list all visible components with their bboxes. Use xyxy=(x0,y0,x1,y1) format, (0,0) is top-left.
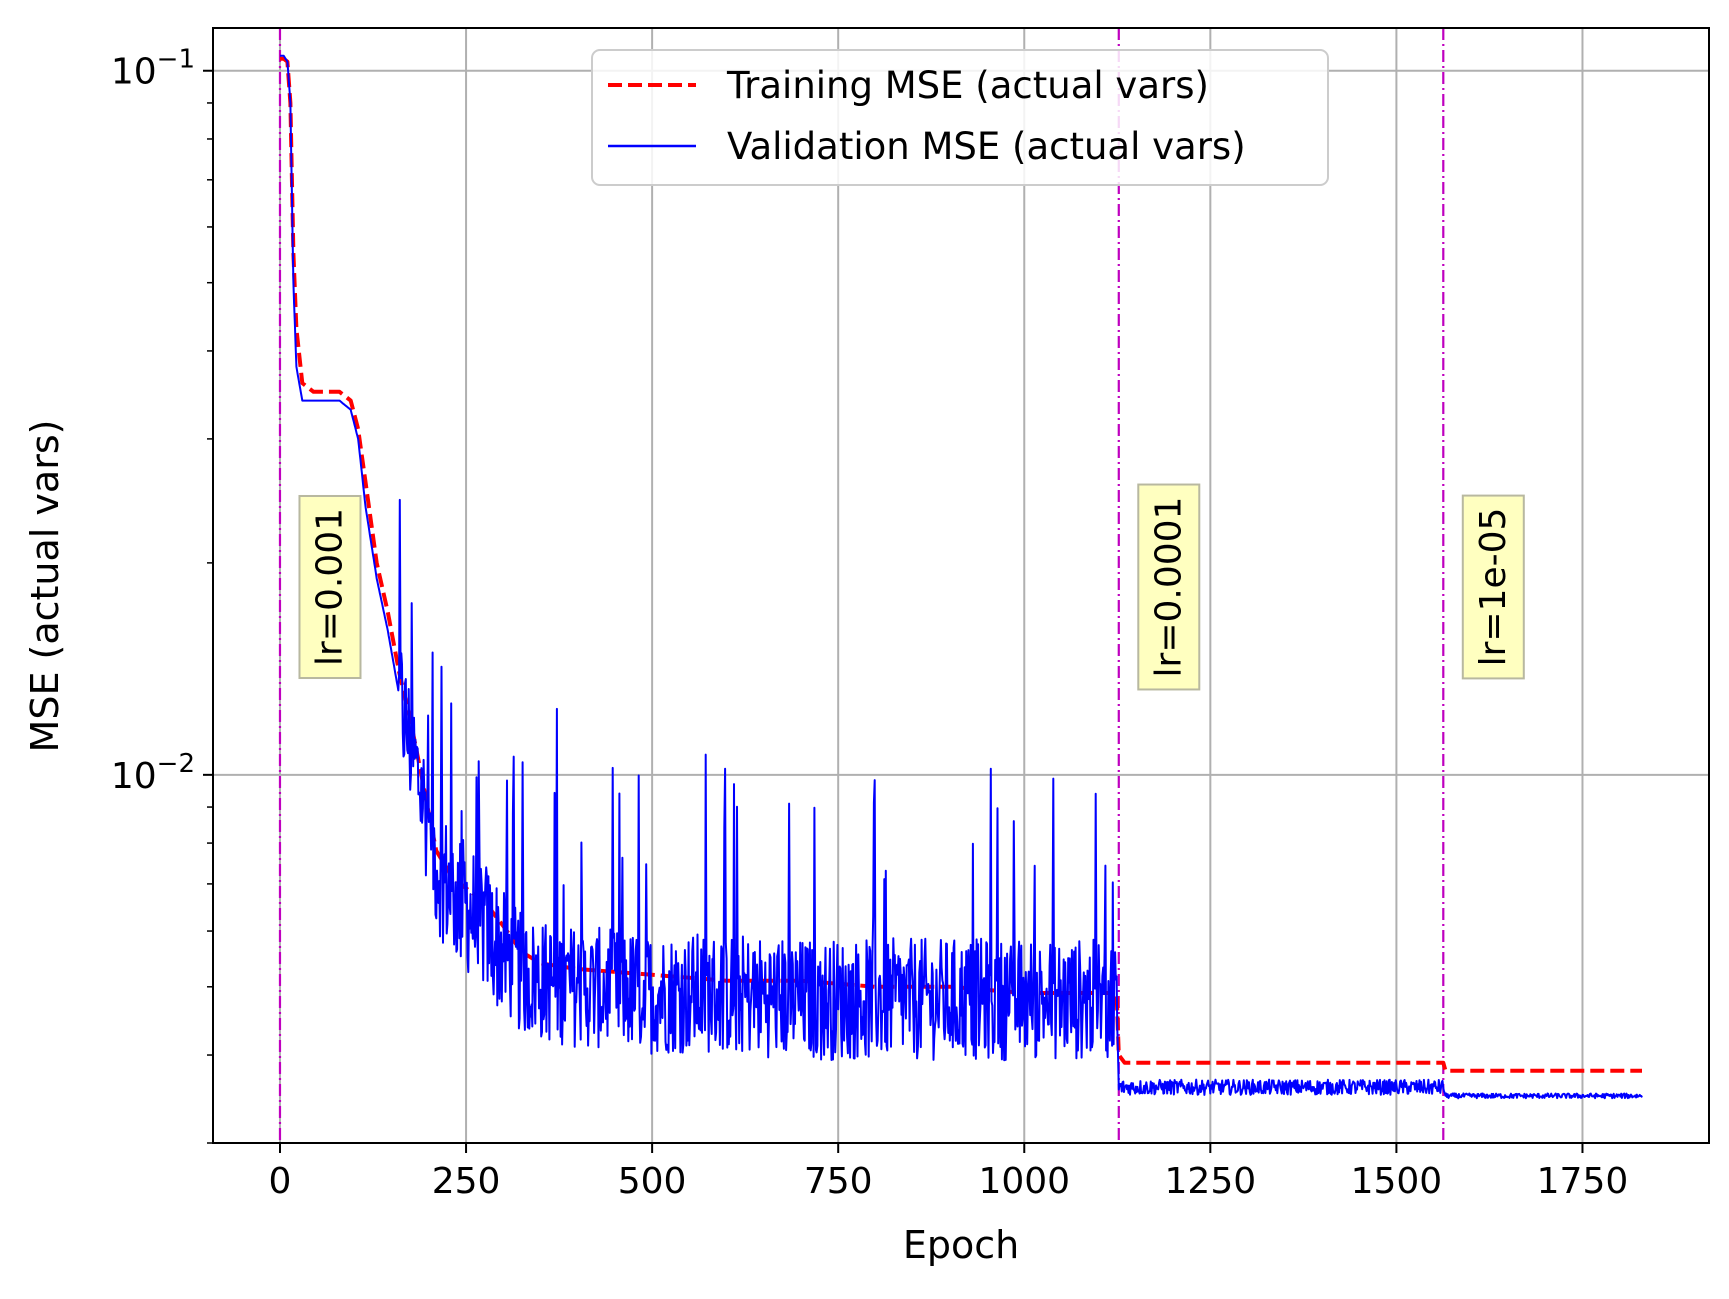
plot-frame xyxy=(212,27,1710,1144)
x-tick-label: 250 xyxy=(432,1161,501,1202)
lr-annotation-label: lr=1e-05 xyxy=(1473,508,1514,667)
lr-annotation-label: lr=0.0001 xyxy=(1148,497,1189,678)
x-tick-label: 500 xyxy=(618,1161,687,1202)
x-tick-label: 1000 xyxy=(978,1161,1070,1202)
x-axis-ticks: 0 250 500 750 1000 1250 1500 1750 xyxy=(269,1143,1629,1202)
legend-box xyxy=(591,49,1329,186)
legend-label-validation: Validation MSE (actual vars) xyxy=(727,125,1246,168)
x-tick-label: 0 xyxy=(269,1161,292,1202)
validation-mse-line xyxy=(279,54,1643,1100)
lr-annotation-box xyxy=(298,494,362,680)
y-tick-label: 10−2 xyxy=(111,749,195,797)
lr-annotation-box xyxy=(1137,483,1201,691)
legend: Training MSE (actual vars) Validation MS… xyxy=(591,49,1329,186)
legend-label-training: Training MSE (actual vars) xyxy=(726,64,1209,107)
x-tick-label: 1250 xyxy=(1165,1161,1257,1202)
y-axis-title: MSE (actual vars) xyxy=(23,420,67,753)
series-lines xyxy=(279,54,1643,1100)
x-tick-label: 750 xyxy=(804,1161,873,1202)
x-tick-label: 1500 xyxy=(1351,1161,1443,1202)
lr-annotations: lr=0.001 lr=0.0001 lr=1e-05 xyxy=(298,483,1525,691)
lr-annotation: lr=0.0001 xyxy=(1137,483,1201,691)
x-tick-label: 1750 xyxy=(1537,1161,1629,1202)
lr-change-lines xyxy=(278,28,1445,1143)
y-axis-ticks: 10−1 10−2 xyxy=(111,45,213,1144)
lr-annotation-box xyxy=(1461,494,1525,680)
y-tick-label: 10−1 xyxy=(111,45,195,93)
lr-annotation: lr=1e-05 xyxy=(1461,494,1525,680)
lr-annotation-label: lr=0.001 xyxy=(309,508,350,666)
lr-annotation: lr=0.001 xyxy=(298,494,362,680)
x-axis-title: Epoch xyxy=(903,1223,1019,1267)
